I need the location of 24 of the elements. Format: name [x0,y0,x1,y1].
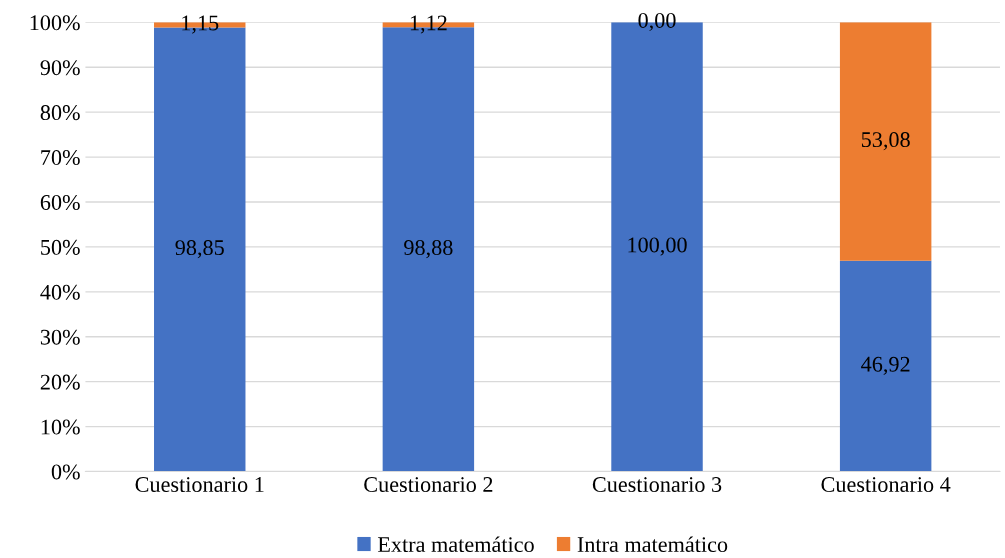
data-label: 100,00 [628,237,687,256]
x-tick-label: Cuestionario 1 [135,477,264,493]
x-tick-label: Cuestionario 3 [592,477,722,493]
x-tick-label: Cuestionario 2 [364,477,493,493]
data-label: 46,92 [861,356,910,375]
y-tick-label: 50% [41,239,80,255]
data-label: 98,85 [175,240,224,259]
data-label: 53,08 [861,132,910,151]
y-tick-label: 70% [41,150,80,166]
data-label: 98,88 [404,240,453,259]
y-tick-label: 40% [40,284,80,300]
x-tick-label: Cuestionario 4 [821,477,951,493]
y-tick-label: 80% [40,105,80,121]
y-tick-label: 60% [40,194,80,210]
legend-label: Extra matemático [377,536,534,553]
y-tick-label: 20% [40,374,80,390]
y-tick-label: 100% [30,15,80,31]
y-tick-label: 90% [40,60,80,76]
legend-label: Intra matemático [577,536,728,553]
y-tick-label: 0% [51,464,80,480]
bar [839,260,932,472]
bar [839,22,932,261]
y-tick-label: 30% [40,329,80,345]
y-tick-label: 10% [41,419,80,435]
